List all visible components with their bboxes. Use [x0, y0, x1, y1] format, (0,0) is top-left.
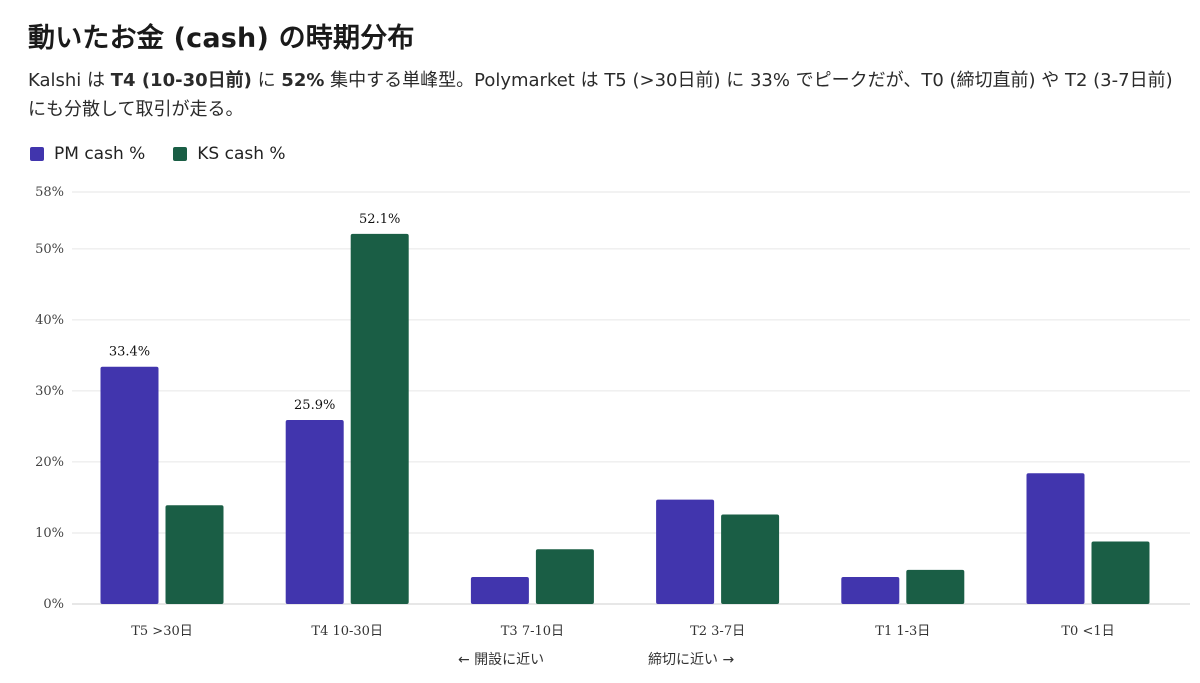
- bars: [100, 233, 1150, 604]
- legend-label-ks: KS cash %: [197, 144, 286, 164]
- data-labels: 33.4% 25.9% 52.1%: [109, 212, 401, 413]
- bar-ks-2[interactable]: [535, 549, 594, 604]
- y-tick-label: 30%: [35, 384, 64, 399]
- direction-right-label: 締切に近い →: [648, 651, 734, 668]
- x-tick-label: T3 7-10日: [501, 624, 564, 639]
- direction-left-label: ← 開設に近い: [458, 652, 544, 668]
- bar-pm-2[interactable]: [470, 577, 529, 604]
- bar-pm-5[interactable]: [1026, 473, 1085, 604]
- x-tick-label: T2 3-7日: [690, 624, 745, 639]
- chart-title: 動いたお金 (cash) の時期分布: [28, 23, 415, 54]
- chart-legend: PM cash % KS cash %: [30, 144, 314, 164]
- x-tick-label: T0 <1日: [1061, 624, 1114, 639]
- y-tick-label: 40%: [35, 313, 64, 328]
- subtitle-segment-1: T4 (10-30日前): [110, 70, 252, 91]
- y-tick-label: 0%: [43, 597, 64, 612]
- bar-pm-4[interactable]: [841, 577, 900, 604]
- subtitle-segment-0: Kalshi は: [28, 70, 111, 91]
- chart-subtitle: Kalshi は T4 (10-30日前) に 52% 集中する単峰型。Poly…: [28, 66, 1188, 124]
- data-label: 33.4%: [109, 345, 150, 360]
- direction-labels: ← 開設に近い 締切に近い →: [458, 651, 734, 668]
- bar-ks-0[interactable]: [165, 505, 224, 604]
- legend-item-ks[interactable]: KS cash %: [173, 144, 286, 164]
- legend-swatch-ks: [173, 147, 188, 161]
- data-label: 52.1%: [359, 212, 400, 227]
- y-tick-label: 58%: [35, 185, 64, 200]
- x-tick-label: T1 1-3日: [875, 624, 930, 639]
- y-axis: 0% 10% 20% 30% 40% 50% 58%: [35, 185, 64, 612]
- data-label: 25.9%: [294, 398, 335, 413]
- bar-ks-5[interactable]: [1091, 541, 1150, 604]
- bar-ks-3[interactable]: [721, 514, 780, 604]
- x-tick-label: T4 10-30日: [311, 624, 383, 639]
- y-tick-label: 20%: [35, 455, 64, 470]
- y-tick-label: 50%: [35, 242, 64, 257]
- bar-ks-4[interactable]: [906, 569, 965, 604]
- bar-ks-1[interactable]: [350, 233, 409, 604]
- bar-pm-0[interactable]: [100, 366, 159, 604]
- legend-item-pm[interactable]: PM cash %: [30, 144, 145, 164]
- x-tick-label: T5 >30日: [131, 624, 193, 639]
- x-axis: T5 >30日 T4 10-30日 T3 7-10日 T2 3-7日 T1 1-3日 T0…: [131, 624, 1114, 639]
- legend-swatch-pm: [30, 147, 44, 161]
- legend-label-pm: PM cash %: [54, 144, 146, 164]
- subtitle-segment-4: 集中する単峰型。Polymarket は T5 (>30日前) に 33% でピ…: [28, 70, 1173, 120]
- grid-lines: [72, 191, 1190, 605]
- subtitle-segment-3: 52%: [281, 70, 325, 91]
- bar-pm-3[interactable]: [656, 499, 715, 604]
- bar-pm-1[interactable]: [285, 420, 344, 604]
- y-tick-label: 10%: [35, 526, 64, 541]
- subtitle-segment-2: に: [251, 70, 282, 91]
